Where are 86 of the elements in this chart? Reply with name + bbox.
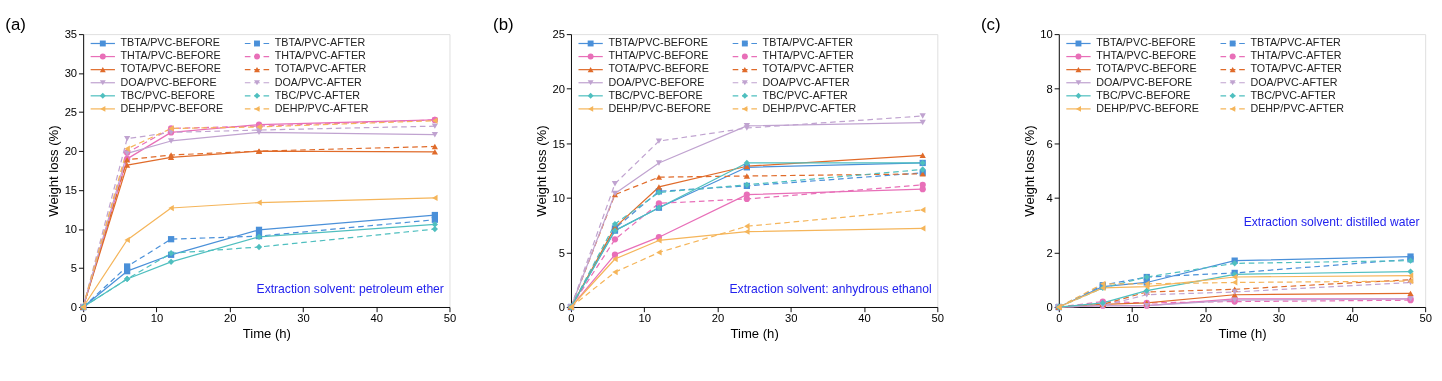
legend-label: DEHP/PVC-AFTER [274, 101, 369, 114]
legend-label: THTA/PVC-AFTER [274, 49, 367, 62]
y-tick-label: 25 [64, 106, 78, 119]
x-tick-label: 10 [638, 312, 651, 325]
x-tick-label: 30 [1272, 312, 1286, 325]
x-tick-label: 50 [443, 312, 457, 325]
legend-label: DEHP/PVC-BEFORE [1096, 101, 1199, 114]
x-tick-label: 30 [297, 312, 310, 325]
legend-label: TBC/PVC-BEFORE [120, 88, 215, 101]
legend-label: DEHP/PVC-AFTER [1250, 101, 1345, 114]
x-tick-label: 40 [370, 312, 383, 325]
legend-label: TBTA/PVC-AFTER [274, 36, 366, 49]
y-tick-label: 0 [70, 301, 78, 314]
x-tick-label: 0 [80, 312, 87, 325]
legend-label: DEHP/PVC-BEFORE [120, 101, 224, 114]
y-tick-label: 0 [558, 301, 565, 314]
legend-label: TBC/PVC-AFTER [274, 88, 361, 101]
x-axis-title: Time (h) [242, 326, 291, 342]
y-tick-label: 10 [552, 192, 565, 205]
x-axis-title: Time (h) [1218, 326, 1267, 342]
legend-label: TBTA/PVC-BEFORE [608, 36, 708, 49]
x-tick-label: 10 [1126, 312, 1139, 325]
legend-label: THTA/PVC-AFTER [1250, 49, 1342, 62]
x-tick-label: 40 [858, 312, 871, 325]
legend-label: THTA/PVC-AFTER [762, 49, 854, 62]
y-tick-label: 5 [70, 262, 78, 275]
y-tick-label: 20 [64, 145, 78, 158]
legend-label: TBC/PVC-BEFORE [608, 88, 703, 101]
y-tick-label: 6 [1046, 137, 1053, 150]
annotation: Extraction solvent: petroleum ether [256, 282, 444, 297]
legend-label: TBC/PVC-AFTER [762, 88, 849, 101]
y-tick-label: 10 [64, 223, 78, 236]
x-axis-title: Time (h) [730, 326, 779, 342]
y-axis-title: Weight loss (%) [533, 125, 549, 217]
legend-label: TOTA/PVC-BEFORE [1096, 62, 1197, 75]
legend-label: TOTA/PVC-BEFORE [608, 62, 709, 75]
y-tick-label: 15 [64, 184, 78, 197]
x-tick-label: 20 [223, 312, 237, 325]
x-tick-label: 20 [711, 312, 725, 325]
legend-label: THTA/PVC-BEFORE [1096, 49, 1197, 62]
x-tick-label: 50 [931, 312, 945, 325]
legend-label: TOTA/PVC-AFTER [274, 62, 367, 75]
chart-title: (a) [5, 15, 26, 35]
legend-label: THTA/PVC-BEFORE [120, 49, 221, 62]
x-tick-label: 50 [1419, 312, 1432, 325]
legend-label: TBTA/PVC-BEFORE [1096, 36, 1196, 49]
legend-label: TBTA/PVC-BEFORE [120, 36, 220, 49]
legend-label: DOA/PVC-BEFORE [120, 75, 217, 88]
y-tick-label: 10 [1040, 28, 1053, 41]
y-tick-label: 35 [64, 28, 78, 41]
y-tick-label: 5 [558, 246, 565, 259]
legend-label: TBTA/PVC-AFTER [1250, 36, 1342, 49]
x-tick-label: 20 [1199, 312, 1213, 325]
legend-label: DOA/PVC-AFTER [1250, 75, 1338, 88]
legend-label: TOTA/PVC-AFTER [762, 62, 855, 75]
legend-label: DEHP/PVC-BEFORE [608, 101, 711, 114]
legend-label: DOA/PVC-BEFORE [1096, 75, 1193, 88]
x-tick-label: 40 [1346, 312, 1359, 325]
legend-label: DOA/PVC-AFTER [274, 75, 363, 88]
y-axis-title: Weight loss (%) [1021, 125, 1037, 217]
x-tick-label: 0 [568, 312, 575, 325]
legend-label: TBTA/PVC-AFTER [762, 36, 854, 49]
legend-label: TOTA/PVC-AFTER [1250, 62, 1343, 75]
y-tick-label: 15 [552, 137, 565, 150]
x-tick-label: 10 [150, 312, 164, 325]
chart-title: (c) [980, 15, 1001, 35]
y-tick-label: 25 [552, 28, 565, 41]
x-tick-label: 30 [785, 312, 798, 325]
y-tick-label: 8 [1046, 82, 1053, 95]
legend-label: TBC/PVC-BEFORE [1096, 88, 1191, 101]
legend-label: DOA/PVC-AFTER [762, 75, 850, 88]
y-axis-title: Weight loss (%) [46, 125, 62, 217]
x-tick-label: 0 [1056, 312, 1063, 325]
y-tick-label: 2 [1046, 246, 1053, 259]
legend-label: THTA/PVC-BEFORE [608, 49, 709, 62]
legend-label: TBC/PVC-AFTER [1250, 88, 1336, 101]
y-tick-label: 30 [64, 67, 78, 80]
y-tick-label: 0 [1046, 301, 1053, 314]
legend-label: DEHP/PVC-AFTER [762, 101, 857, 114]
y-tick-label: 20 [552, 82, 565, 95]
legend-label: DOA/PVC-BEFORE [608, 75, 705, 88]
y-tick-label: 4 [1046, 192, 1053, 205]
legend-label: TOTA/PVC-BEFORE [120, 62, 221, 75]
chart-title: (b) [493, 15, 514, 35]
annotation: Extraction solvent: distilled water [1243, 214, 1420, 229]
annotation: Extraction solvent: anhydrous ethanol [729, 282, 932, 297]
